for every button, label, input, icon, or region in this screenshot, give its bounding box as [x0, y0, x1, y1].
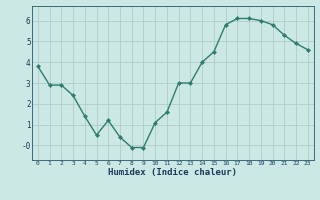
X-axis label: Humidex (Indice chaleur): Humidex (Indice chaleur)	[108, 168, 237, 177]
